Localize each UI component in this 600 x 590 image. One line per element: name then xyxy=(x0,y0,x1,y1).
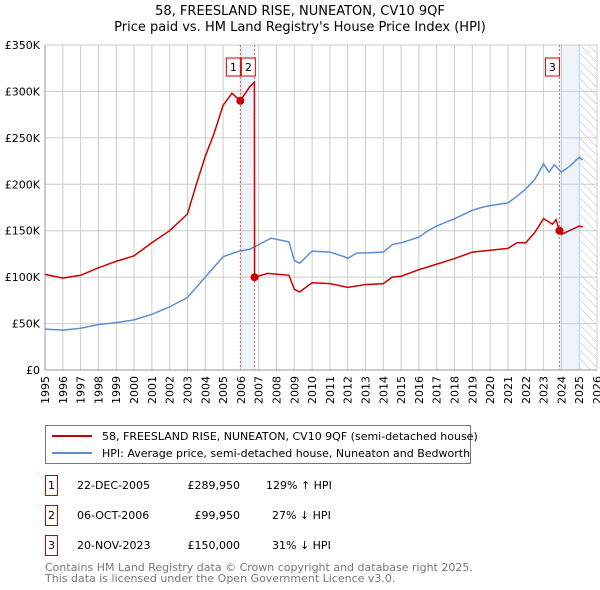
y-tick-label: £350K xyxy=(5,39,41,52)
y-tick-label: £100K xyxy=(5,271,41,284)
x-tick-label: 2010 xyxy=(306,376,319,404)
series-line xyxy=(44,80,583,293)
sale-date: 06-OCT-2006 xyxy=(77,509,150,522)
footer-line: This data is licensed under the Open Gov… xyxy=(45,572,396,585)
y-tick-label: £300K xyxy=(5,85,41,98)
sale-label: 2 xyxy=(245,61,252,74)
x-tick-label: 2012 xyxy=(342,376,355,404)
sale-point xyxy=(250,273,259,282)
forecast-hatch xyxy=(580,45,597,370)
sale-row: 1 22-DEC-2005 £289,950 129% ↑ HPI xyxy=(45,475,425,497)
x-tick-label: 2017 xyxy=(431,376,444,404)
sale-label-box xyxy=(240,57,256,77)
x-tick-label: 2018 xyxy=(449,376,462,404)
x-tick-label: 1999 xyxy=(110,376,123,404)
x-tick-label: 2022 xyxy=(520,376,533,404)
x-tick-label: 2006 xyxy=(235,376,248,404)
sale-badge: 3 xyxy=(45,535,58,556)
x-tick-label: 2026 xyxy=(591,376,600,404)
sale-badge: 2 xyxy=(45,505,58,526)
x-tick-label: 1996 xyxy=(57,376,70,404)
sale-row: 3 20-NOV-2023 £150,000 31% ↓ HPI xyxy=(45,535,425,557)
x-tick-label: 2004 xyxy=(199,376,212,404)
x-tick-label: 1997 xyxy=(75,376,88,404)
sale-price: £150,000 xyxy=(187,539,241,552)
sale-label-box xyxy=(225,57,241,77)
sale-label: 3 xyxy=(549,61,556,74)
legend-item-hpi: HPI: Average price, semi-detached house,… xyxy=(52,445,470,461)
footer: Contains HM Land Registry data © Crown c… xyxy=(45,562,473,584)
x-tick-label: 1995 xyxy=(39,376,52,404)
sale-badge: 1 xyxy=(45,475,58,496)
x-tick-label: 2002 xyxy=(164,376,177,404)
y-tick-label: £50K xyxy=(12,318,41,331)
x-tick-label: 2020 xyxy=(484,376,497,404)
x-tick-label: 2001 xyxy=(146,376,159,404)
blue-line-swatch xyxy=(52,452,92,454)
sale-point xyxy=(555,226,564,235)
x-tick-label: 2003 xyxy=(181,376,194,404)
x-tick-label: 2016 xyxy=(413,376,426,404)
x-tick-label: 2005 xyxy=(217,376,230,404)
x-tick-label: 2011 xyxy=(324,376,337,404)
x-tick-label: 2014 xyxy=(377,376,390,404)
y-tick-label: £0 xyxy=(26,364,40,377)
x-tick-label: 2013 xyxy=(360,376,373,404)
x-tick-label: 2019 xyxy=(466,376,479,404)
legend: 58, FREESLAND RISE, NUNEATON, CV10 9QF (… xyxy=(45,425,478,464)
x-tick-label: 2023 xyxy=(538,376,551,404)
series-line xyxy=(44,156,584,331)
sale-hpi: 31% ↓ HPI xyxy=(272,539,331,552)
sale-label-box xyxy=(544,57,560,77)
sale-hpi: 27% ↓ HPI xyxy=(272,509,331,522)
legend-label: 58, FREESLAND RISE, NUNEATON, CV10 9QF (… xyxy=(102,429,478,443)
chart-subtitle: Price paid vs. HM Land Registry's House … xyxy=(114,20,486,35)
shaded-range xyxy=(240,45,255,370)
x-tick-label: 2000 xyxy=(128,376,141,404)
footer-line: Contains HM Land Registry data © Crown c… xyxy=(45,561,473,574)
sale-price: £289,950 xyxy=(187,479,241,492)
x-tick-label: 2025 xyxy=(573,376,586,404)
x-tick-label: 2009 xyxy=(288,376,301,404)
shaded-range xyxy=(559,45,581,370)
x-tick-label: 2021 xyxy=(502,376,515,404)
y-tick-label: £150K xyxy=(5,225,41,238)
legend-item-property: 58, FREESLAND RISE, NUNEATON, CV10 9QF (… xyxy=(52,428,478,444)
x-tick-label: 2015 xyxy=(395,376,408,404)
sale-date: 22-DEC-2005 xyxy=(77,479,151,492)
sale-label: 1 xyxy=(230,61,237,74)
x-tick-label: 2024 xyxy=(555,376,568,404)
sale-hpi: 129% ↑ HPI xyxy=(266,479,332,492)
sale-point xyxy=(236,96,245,105)
sale-row: 2 06-OCT-2006 £99,950 27% ↓ HPI xyxy=(45,505,425,527)
y-tick-label: £250K xyxy=(5,132,41,145)
x-tick-label: 1998 xyxy=(92,376,105,404)
x-tick-label: 2008 xyxy=(270,376,283,404)
x-tick-label: 2007 xyxy=(253,376,266,404)
price-chart: 1995 1996 1997 1998 1999 2000 2001 2002 2003 2004… xyxy=(5,39,600,404)
sale-price: £99,950 xyxy=(194,509,241,522)
legend-label: HPI: Average price, semi-detached house,… xyxy=(102,446,471,460)
chart-title: 58, FREESLAND RISE, NUNEATON, CV10 9QF xyxy=(155,4,445,19)
sale-date: 20-NOV-2023 xyxy=(77,539,151,552)
red-line-swatch xyxy=(52,435,92,437)
y-tick-label: £200K xyxy=(5,178,41,191)
